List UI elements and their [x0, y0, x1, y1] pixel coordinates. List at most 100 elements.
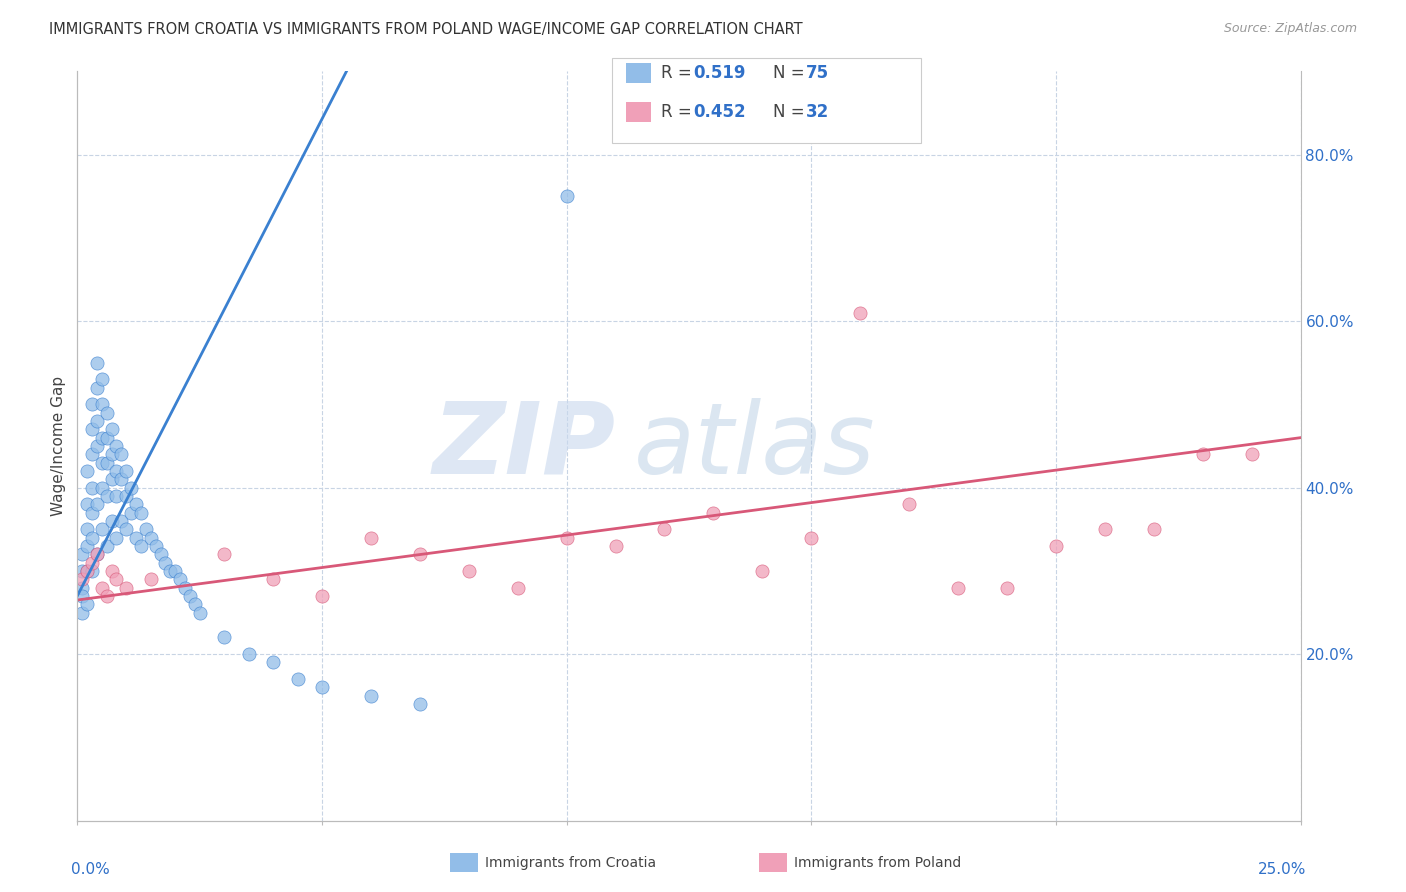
Point [360, 689, 382, 703]
Point [110, 514, 132, 528]
Point [90, 581, 112, 595]
Point [86, 547, 108, 561]
Point [135, 522, 157, 536]
Text: 32: 32 [806, 103, 830, 121]
Point [555, 531, 578, 545]
Point [105, 464, 128, 478]
Point [105, 489, 128, 503]
Text: IMMIGRANTS FROM CROATIA VS IMMIGRANTS FROM POLAND WAGE/INCOME GAP CORRELATION CH: IMMIGRANTS FROM CROATIA VS IMMIGRANTS FR… [49, 22, 803, 37]
Point [457, 564, 479, 578]
Point [1240, 447, 1263, 461]
Point [96, 406, 118, 420]
Point [169, 572, 191, 586]
Text: N =: N = [773, 103, 810, 121]
Point [80, 531, 103, 545]
Point [125, 497, 148, 511]
Point [311, 681, 333, 695]
Point [90, 456, 112, 470]
Point [100, 514, 122, 528]
Point [70, 581, 93, 595]
Point [96, 456, 118, 470]
Point [898, 497, 921, 511]
Point [100, 422, 122, 436]
Point [115, 464, 138, 478]
Text: ZIP: ZIP [433, 398, 616, 494]
Point [80, 481, 103, 495]
Point [262, 656, 284, 670]
Point [555, 189, 578, 203]
Point [80, 556, 103, 570]
Point [1143, 522, 1166, 536]
Point [849, 306, 872, 320]
Point [100, 472, 122, 486]
Point [110, 447, 132, 461]
Text: R =: R = [661, 64, 697, 82]
Point [76, 564, 98, 578]
Point [86, 547, 108, 561]
Point [149, 547, 172, 561]
Point [212, 547, 235, 561]
Point [751, 564, 773, 578]
Point [86, 414, 108, 428]
Point [995, 581, 1018, 595]
Point [605, 539, 627, 553]
Point [70, 589, 93, 603]
Point [100, 564, 122, 578]
Point [129, 506, 152, 520]
Point [702, 506, 724, 520]
Point [238, 647, 260, 661]
Point [90, 431, 112, 445]
Text: Immigrants from Poland: Immigrants from Poland [794, 855, 962, 870]
Point [70, 564, 93, 578]
Point [800, 531, 823, 545]
Point [184, 597, 207, 611]
Point [76, 564, 98, 578]
Point [90, 522, 112, 536]
Point [105, 572, 128, 586]
Point [76, 597, 98, 611]
Text: atlas: atlas [634, 398, 876, 494]
Point [174, 581, 197, 595]
Point [129, 539, 152, 553]
Point [76, 464, 98, 478]
Point [120, 506, 142, 520]
Point [86, 497, 108, 511]
Point [115, 522, 138, 536]
Point [360, 531, 382, 545]
Text: N =: N = [773, 64, 810, 82]
Point [76, 539, 98, 553]
Point [110, 472, 132, 486]
Point [115, 489, 138, 503]
Point [262, 572, 284, 586]
Point [76, 522, 98, 536]
Point [70, 606, 93, 620]
Point [120, 481, 142, 495]
Point [1094, 522, 1116, 536]
Point [506, 581, 529, 595]
Point [115, 581, 138, 595]
Point [86, 381, 108, 395]
Point [86, 439, 108, 453]
Point [80, 564, 103, 578]
Point [80, 447, 103, 461]
Point [96, 489, 118, 503]
Point [654, 522, 676, 536]
Point [1045, 539, 1067, 553]
Point [145, 539, 167, 553]
Point [70, 547, 93, 561]
Text: Immigrants from Croatia: Immigrants from Croatia [485, 855, 657, 870]
Point [86, 356, 108, 370]
Point [1191, 447, 1213, 461]
Point [155, 556, 177, 570]
Point [139, 531, 162, 545]
Text: 0.519: 0.519 [693, 64, 745, 82]
Point [80, 397, 103, 411]
Point [287, 672, 309, 686]
Point [70, 572, 93, 586]
Point [409, 697, 432, 711]
Point [165, 564, 187, 578]
Point [90, 397, 112, 411]
Point [311, 589, 333, 603]
Point [179, 589, 201, 603]
Point [90, 372, 112, 386]
